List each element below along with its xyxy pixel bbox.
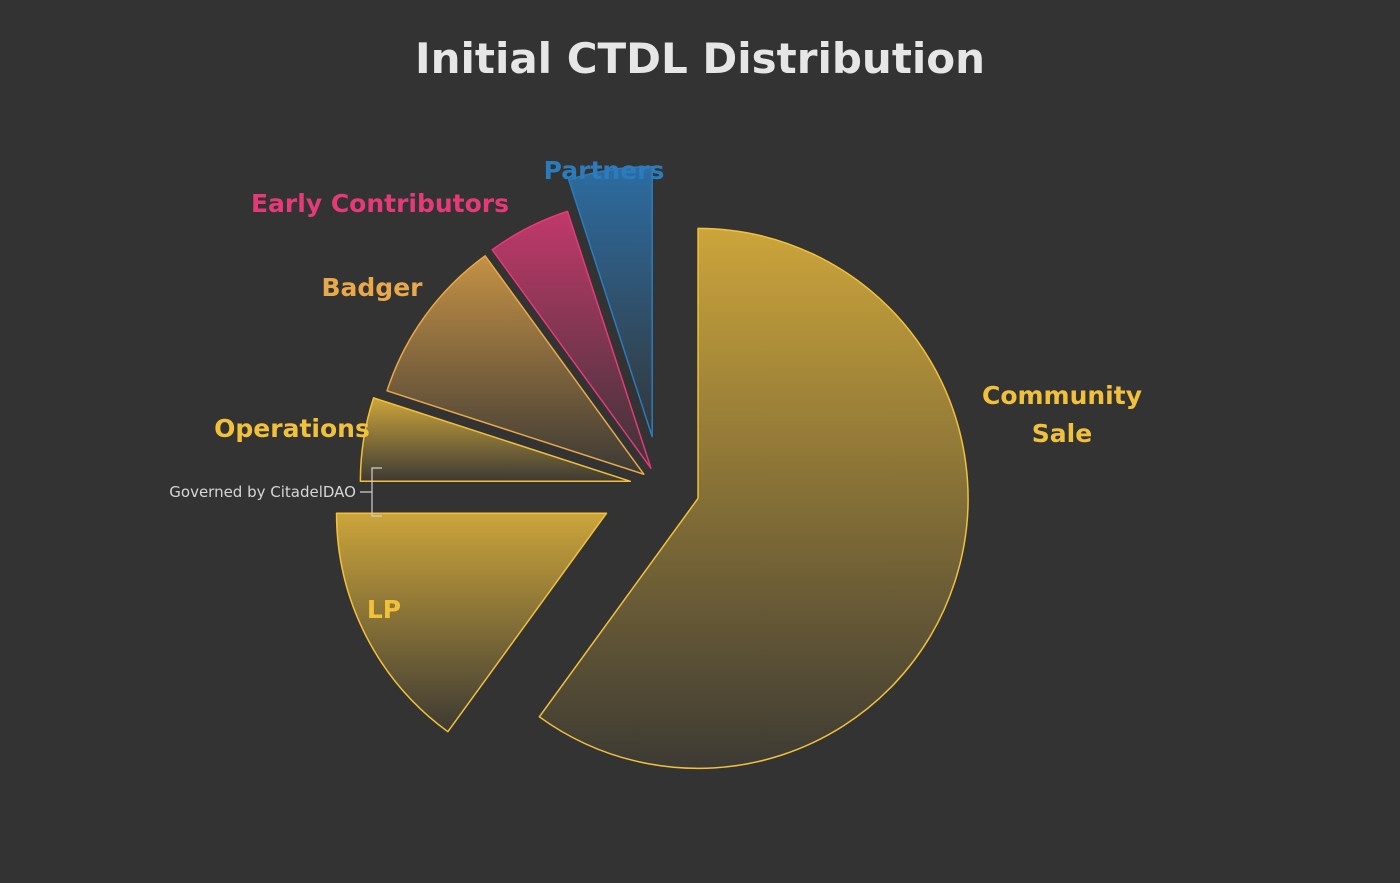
pie-slice xyxy=(386,255,645,475)
slice-label: Partners xyxy=(544,156,665,185)
annotation-bracket xyxy=(360,467,382,517)
slice-label: Operations xyxy=(214,414,370,443)
pie-slice xyxy=(359,397,632,483)
pie-slice xyxy=(567,165,653,438)
slice-label: LP xyxy=(367,595,401,624)
slice-label: Community Sale xyxy=(982,381,1142,448)
pie-slice xyxy=(491,210,652,469)
pie-slice xyxy=(538,227,969,770)
slice-label: Badger xyxy=(321,273,423,302)
chart-title: Initial CTDL Distribution xyxy=(414,34,986,83)
slice-label: Early Contributors xyxy=(251,189,509,218)
annotation-text: Governed by CitadelDAO xyxy=(169,483,356,501)
pie-slice xyxy=(335,512,608,733)
